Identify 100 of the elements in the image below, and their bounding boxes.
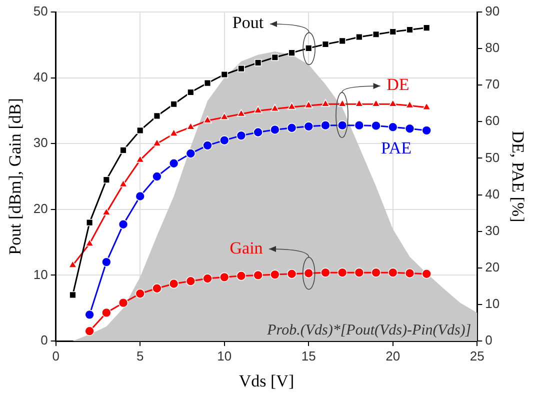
point (203, 116, 212, 124)
x-tick-label: 10 (217, 348, 232, 364)
point (135, 288, 146, 299)
x-tick-label: 15 (301, 348, 316, 364)
y2-tick-label: 60 (485, 113, 500, 128)
point (153, 112, 161, 120)
point (202, 140, 212, 150)
y-tick-label: 20 (33, 200, 48, 216)
point (287, 102, 296, 110)
point (219, 135, 230, 146)
point (286, 268, 297, 279)
point (337, 268, 348, 278)
point (322, 40, 330, 48)
point (152, 283, 162, 294)
point (253, 127, 263, 138)
point (102, 257, 112, 267)
point (186, 276, 196, 286)
y-tick-label: 10 (33, 266, 48, 282)
point (102, 308, 112, 318)
y-tick-label: 0 (40, 332, 48, 348)
point (354, 120, 364, 130)
series-label: PAE (380, 138, 412, 158)
point (270, 124, 280, 135)
y2-tick-label: 20 (485, 259, 500, 274)
point (354, 268, 364, 278)
series-label: DE (386, 75, 410, 94)
point (371, 268, 381, 278)
point (86, 218, 94, 226)
point (288, 49, 296, 56)
point (388, 99, 398, 107)
point (186, 148, 196, 158)
point (321, 99, 330, 107)
point (422, 126, 432, 136)
point (168, 158, 179, 168)
point (135, 191, 146, 202)
point (236, 130, 246, 140)
point (236, 270, 246, 281)
point (120, 146, 127, 154)
point (338, 37, 346, 45)
x-axis-title: Vds [V] (238, 371, 294, 390)
point (304, 122, 314, 132)
point (406, 26, 414, 34)
point (356, 33, 363, 41)
y2-axis-title: DE, PAE [%] (508, 130, 528, 222)
point (388, 122, 398, 132)
point (84, 326, 94, 336)
point (337, 120, 348, 130)
point (202, 274, 212, 284)
y2-tick-label: 80 (485, 40, 500, 56)
point (220, 112, 229, 120)
point (372, 30, 380, 38)
point (219, 272, 230, 282)
x-tick-label: 25 (470, 348, 484, 364)
point (236, 109, 246, 117)
y2-tick-label: 10 (485, 296, 500, 312)
point (220, 70, 228, 78)
series-label: Prob.(Vds)*[Pout(Vds)-Pin(Vds)] (266, 322, 472, 338)
x-tick-label: 5 (136, 348, 144, 364)
point (254, 59, 262, 66)
point (271, 54, 279, 61)
point (170, 100, 178, 108)
point (405, 100, 414, 108)
y-axis-title: Pout [dBm], Gain [dB] (6, 98, 25, 255)
x-tick-label: 0 (52, 348, 60, 364)
point (102, 176, 110, 184)
series-label: Gain (230, 238, 264, 258)
point (118, 298, 128, 308)
point (204, 79, 212, 87)
y2-tick-label: 30 (485, 222, 500, 238)
point (84, 310, 94, 320)
y2-tick-label: 0 (485, 332, 492, 348)
point (168, 278, 179, 289)
point (286, 122, 297, 133)
y2-tick-label: 90 (485, 4, 500, 19)
point (388, 268, 398, 278)
y2-tick-label: 70 (485, 76, 500, 92)
point (422, 268, 432, 279)
series-label: Pout (232, 12, 264, 32)
x-tick-label: 20 (386, 348, 400, 364)
y-tick-label: 30 (33, 135, 48, 150)
point (270, 270, 280, 280)
point (404, 268, 415, 278)
point (253, 270, 263, 280)
point (254, 106, 262, 114)
y2-tick-label: 50 (485, 150, 500, 165)
point (423, 24, 430, 32)
point (371, 120, 381, 131)
point (320, 120, 330, 130)
point (69, 291, 76, 299)
y-tick-label: 50 (33, 4, 48, 19)
point (304, 100, 313, 108)
point (422, 102, 431, 110)
y-tick-label: 40 (33, 69, 48, 84)
point (152, 172, 162, 182)
point (320, 268, 330, 278)
point (187, 88, 194, 96)
point (136, 126, 144, 134)
point (404, 124, 415, 134)
point (118, 219, 128, 230)
point (270, 104, 280, 112)
